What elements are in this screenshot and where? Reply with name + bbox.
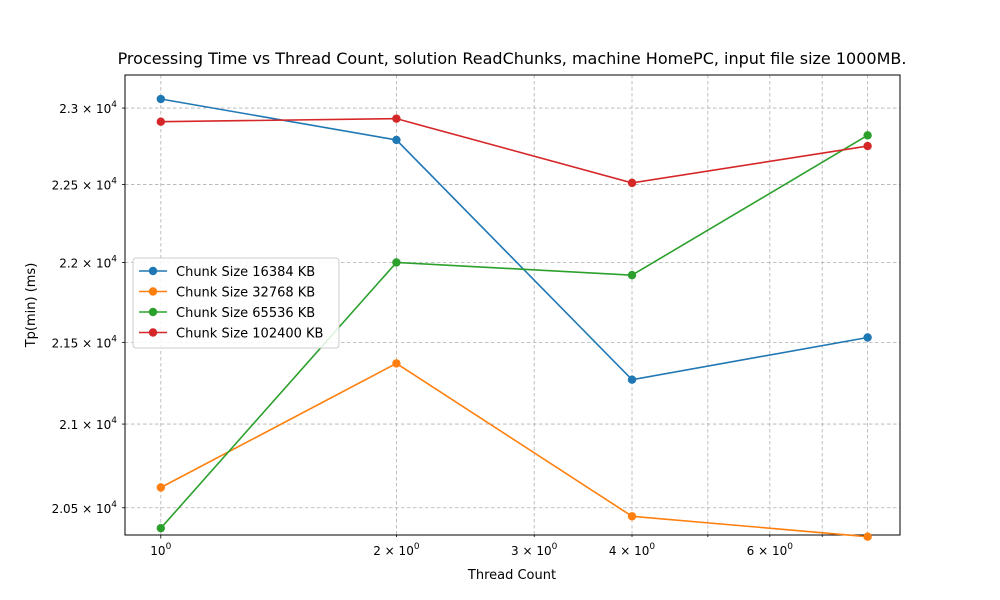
- series-line: [160, 117, 868, 184]
- legend: Chunk Size 16384 KB Chunk Size 32768 KB Ch…: [132, 257, 340, 349]
- legend-item: Chunk Size 16384 KB: [139, 265, 315, 280]
- y-tick-label: 2.1 × 104: [59, 416, 117, 432]
- y-tick-label: 2.3 × 104: [59, 100, 117, 116]
- series-2: [156, 359, 872, 541]
- x-tick-label: 4 × 100: [609, 542, 656, 558]
- data-point: [392, 359, 401, 368]
- y-tick-label: 2.25 × 104: [52, 176, 118, 192]
- data-point: [627, 178, 637, 188]
- data-point: [156, 117, 166, 126]
- x-axis-label: Thread Count: [467, 568, 556, 583]
- axis-ticks: 100 2 × 100 3 × 100 4 × 100 6 × 100 2.05 × 10…: [52, 100, 869, 558]
- data-point: [156, 523, 166, 533]
- data-point: [392, 258, 401, 267]
- y-tick-label: 2.05 × 104: [52, 500, 118, 516]
- data-point: [863, 141, 872, 151]
- series-4: [156, 114, 872, 188]
- legend-swatch-marker: [148, 328, 158, 337]
- legend-item: Chunk Size 102400 KB: [139, 327, 323, 342]
- legend-label: Chunk Size 32768 KB: [176, 286, 315, 301]
- data-point: [863, 333, 872, 342]
- x-tick-label: 6 × 100: [747, 542, 794, 558]
- x-tick-label: 100: [150, 542, 171, 558]
- data-point: [627, 270, 637, 280]
- data-point: [627, 375, 637, 384]
- series-line: [160, 362, 868, 538]
- y-axis-label: Tp(min) (ms): [24, 263, 39, 349]
- data-point: [156, 94, 166, 104]
- plot-area: [124, 74, 901, 536]
- legend-item: Chunk Size 32768 KB: [139, 286, 315, 301]
- data-point: [863, 532, 872, 541]
- legend-swatch-marker: [148, 287, 158, 296]
- legend-box: [132, 257, 340, 349]
- chart-title: Processing Time vs Thread Count, solutio…: [118, 49, 907, 68]
- y-tick-label: 2.15 × 104: [52, 334, 118, 350]
- series-group: [156, 94, 872, 541]
- series-3: [156, 131, 872, 533]
- series-line: [160, 134, 869, 529]
- data-point: [863, 131, 872, 140]
- legend-label: Chunk Size 102400 KB: [176, 327, 323, 342]
- data-point: [392, 114, 401, 123]
- legend-label: Chunk Size 65536 KB: [176, 306, 315, 321]
- data-point: [627, 512, 637, 521]
- data-point: [392, 135, 401, 145]
- legend-swatch-marker: [148, 307, 158, 317]
- legend-item: Chunk Size 65536 KB: [139, 306, 315, 321]
- data-point: [156, 483, 166, 492]
- y-tick-label: 2.2 × 104: [59, 254, 117, 270]
- x-tick-label: 2 × 100: [373, 542, 420, 558]
- legend-label: Chunk Size 16384 KB: [176, 265, 315, 280]
- x-tick-label: 3 × 100: [511, 542, 558, 558]
- legend-swatch-marker: [148, 266, 158, 276]
